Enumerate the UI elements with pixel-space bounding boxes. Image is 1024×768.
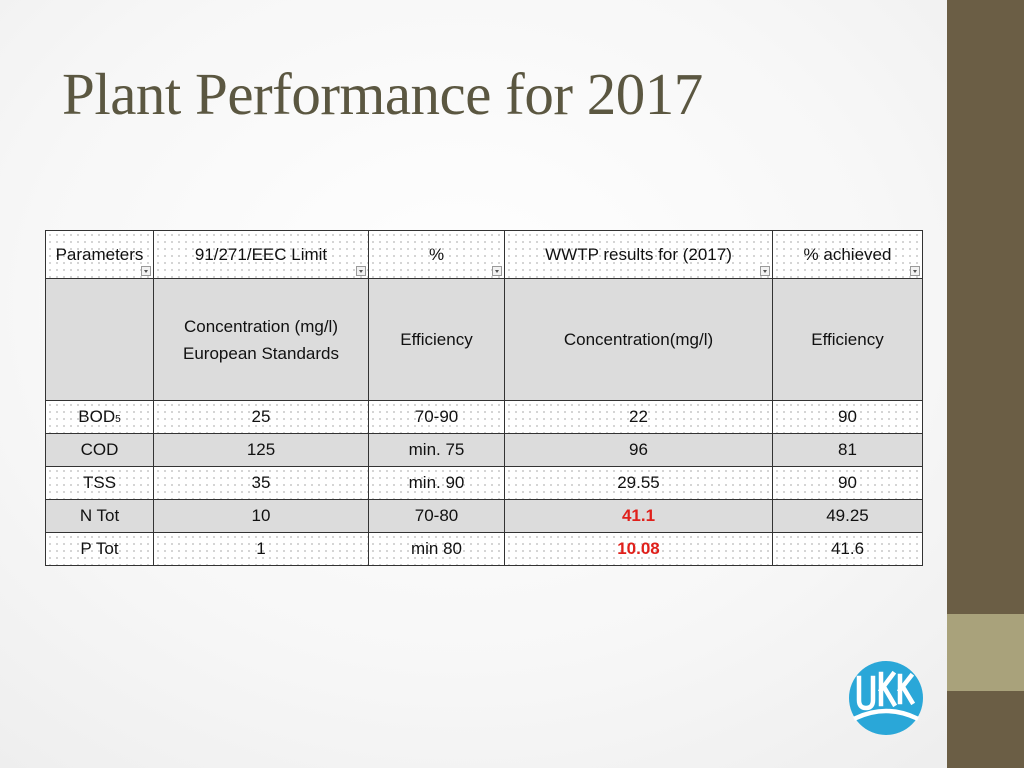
cell-value-limit: 10 bbox=[251, 506, 271, 525]
table-cell-result[interactable]: 22 bbox=[504, 400, 773, 434]
table-cell-limit[interactable]: 25 bbox=[153, 400, 369, 434]
subheader-cell[interactable]: Concentration(mg/l) bbox=[504, 278, 773, 401]
table-row: N Tot 10 70-80 41.1 49.25 bbox=[45, 499, 923, 533]
subheader-european-standards: European Standards bbox=[183, 343, 339, 363]
table-cell-efficiency[interactable]: min. 90 bbox=[368, 466, 505, 500]
header-cell[interactable]: WWTP results for (2017) bbox=[504, 230, 773, 279]
subheader-cell[interactable]: Efficiency bbox=[772, 278, 923, 401]
performance-table: Parameters 91/271/EEC Limit % WWTP resul… bbox=[45, 230, 923, 566]
table-cell-achieved[interactable]: 90 bbox=[772, 400, 923, 434]
subheader-efficiency: Efficiency bbox=[400, 329, 473, 349]
cell-value-limit: 25 bbox=[251, 407, 271, 426]
filter-dropdown-icon[interactable] bbox=[910, 266, 920, 276]
subheader-cell[interactable]: Efficiency bbox=[368, 278, 505, 401]
table-row: BOD5 25 70-90 22 90 bbox=[45, 400, 923, 434]
table-cell-efficiency[interactable]: 70-90 bbox=[368, 400, 505, 434]
table-row: TSS 35 min. 90 29.55 90 bbox=[45, 466, 923, 500]
cell-value-result: 29.55 bbox=[617, 473, 660, 492]
filter-dropdown-icon[interactable] bbox=[760, 266, 770, 276]
subheader-efficiency-achieved: Efficiency bbox=[811, 329, 884, 349]
filter-dropdown-icon[interactable] bbox=[492, 266, 502, 276]
table-cell-parameter[interactable]: N Tot bbox=[45, 499, 154, 533]
subheader-concentration: Concentration (mg/l) bbox=[183, 316, 338, 336]
filter-dropdown-icon[interactable] bbox=[356, 266, 366, 276]
subheader-cell[interactable]: Concentration (mg/l) European Standards bbox=[153, 278, 369, 401]
cell-value-parameter: P Tot bbox=[80, 539, 119, 558]
table-cell-result[interactable]: 96 bbox=[504, 433, 773, 467]
header-cell[interactable]: Parameters bbox=[45, 230, 154, 279]
header-results: WWTP results for (2017) bbox=[545, 244, 732, 264]
cell-value-efficiency: min. 90 bbox=[408, 473, 465, 492]
cell-value-achieved: 90 bbox=[838, 407, 857, 426]
cell-value-efficiency: 70-80 bbox=[414, 506, 459, 525]
table-cell-efficiency[interactable]: min 80 bbox=[368, 532, 505, 566]
cell-value-achieved: 49.25 bbox=[826, 506, 869, 525]
header-parameters: Parameters bbox=[55, 244, 144, 264]
cell-value-result: 96 bbox=[629, 440, 648, 459]
table-cell-efficiency[interactable]: min. 75 bbox=[368, 433, 505, 467]
cell-value-achieved: 90 bbox=[838, 473, 857, 492]
cell-value-parameter: N Tot bbox=[79, 506, 120, 525]
table-cell-achieved[interactable]: 49.25 bbox=[772, 499, 923, 533]
cell-value-result: 10.08 bbox=[617, 539, 660, 558]
table-cell-limit[interactable]: 125 bbox=[153, 433, 369, 467]
table-cell-result[interactable]: 29.55 bbox=[504, 466, 773, 500]
header-cell[interactable]: % bbox=[368, 230, 505, 279]
cell-value-result: 22 bbox=[629, 407, 648, 426]
table-cell-parameter[interactable]: COD bbox=[45, 433, 154, 467]
filter-dropdown-icon[interactable] bbox=[141, 266, 151, 276]
table-cell-limit[interactable]: 1 bbox=[153, 532, 369, 566]
header-cell[interactable]: % achieved bbox=[772, 230, 923, 279]
cell-value-achieved: 41.6 bbox=[830, 539, 865, 558]
cell-value-parameter: TSS bbox=[82, 473, 117, 492]
cell-value-achieved: 81 bbox=[838, 440, 857, 459]
table-cell-parameter[interactable]: P Tot bbox=[45, 532, 154, 566]
cell-value-parameter: COD bbox=[80, 440, 119, 459]
table-cell-result[interactable]: 10.08 bbox=[504, 532, 773, 566]
cell-value-parameter: BOD bbox=[78, 407, 116, 426]
table-row: P Tot 1 min 80 10.08 41.6 bbox=[45, 532, 923, 566]
table-cell-result[interactable]: 41.1 bbox=[504, 499, 773, 533]
cell-value-result: 41.1 bbox=[621, 506, 656, 525]
table-header-row: Parameters 91/271/EEC Limit % WWTP resul… bbox=[45, 230, 923, 279]
sidebar-accent-block bbox=[947, 614, 1024, 691]
table-subheader-row: Concentration (mg/l) European Standards … bbox=[45, 278, 923, 401]
slide-title: Plant Performance for 2017 bbox=[62, 61, 703, 127]
cell-value-efficiency: min 80 bbox=[410, 539, 463, 558]
cell-value-efficiency: 70-90 bbox=[414, 407, 459, 426]
header-achieved: % achieved bbox=[803, 244, 892, 264]
subheader-concentration-result: Concentration(mg/l) bbox=[563, 329, 714, 349]
header-cell[interactable]: 91/271/EEC Limit bbox=[153, 230, 369, 279]
cell-value-limit: 1 bbox=[256, 539, 266, 558]
table-cell-parameter[interactable]: BOD5 bbox=[45, 400, 154, 434]
table-row: COD 125 min. 75 96 81 bbox=[45, 433, 923, 467]
table-cell-achieved[interactable]: 41.6 bbox=[772, 532, 923, 566]
cell-value-limit: 35 bbox=[251, 473, 271, 492]
organization-logo-icon bbox=[849, 661, 923, 735]
cell-value-limit: 125 bbox=[246, 440, 276, 459]
table-cell-parameter[interactable]: TSS bbox=[45, 466, 154, 500]
cell-value-parameter-subscript: 5 bbox=[115, 414, 121, 425]
header-percent: % bbox=[428, 244, 445, 264]
table-cell-achieved[interactable]: 90 bbox=[772, 466, 923, 500]
table-cell-efficiency[interactable]: 70-80 bbox=[368, 499, 505, 533]
header-limit: 91/271/EEC Limit bbox=[194, 244, 328, 264]
table-cell-limit[interactable]: 10 bbox=[153, 499, 369, 533]
table-cell-limit[interactable]: 35 bbox=[153, 466, 369, 500]
cell-value-efficiency: min. 75 bbox=[408, 440, 465, 459]
subheader-empty-cell[interactable] bbox=[45, 278, 154, 401]
table-cell-achieved[interactable]: 81 bbox=[772, 433, 923, 467]
